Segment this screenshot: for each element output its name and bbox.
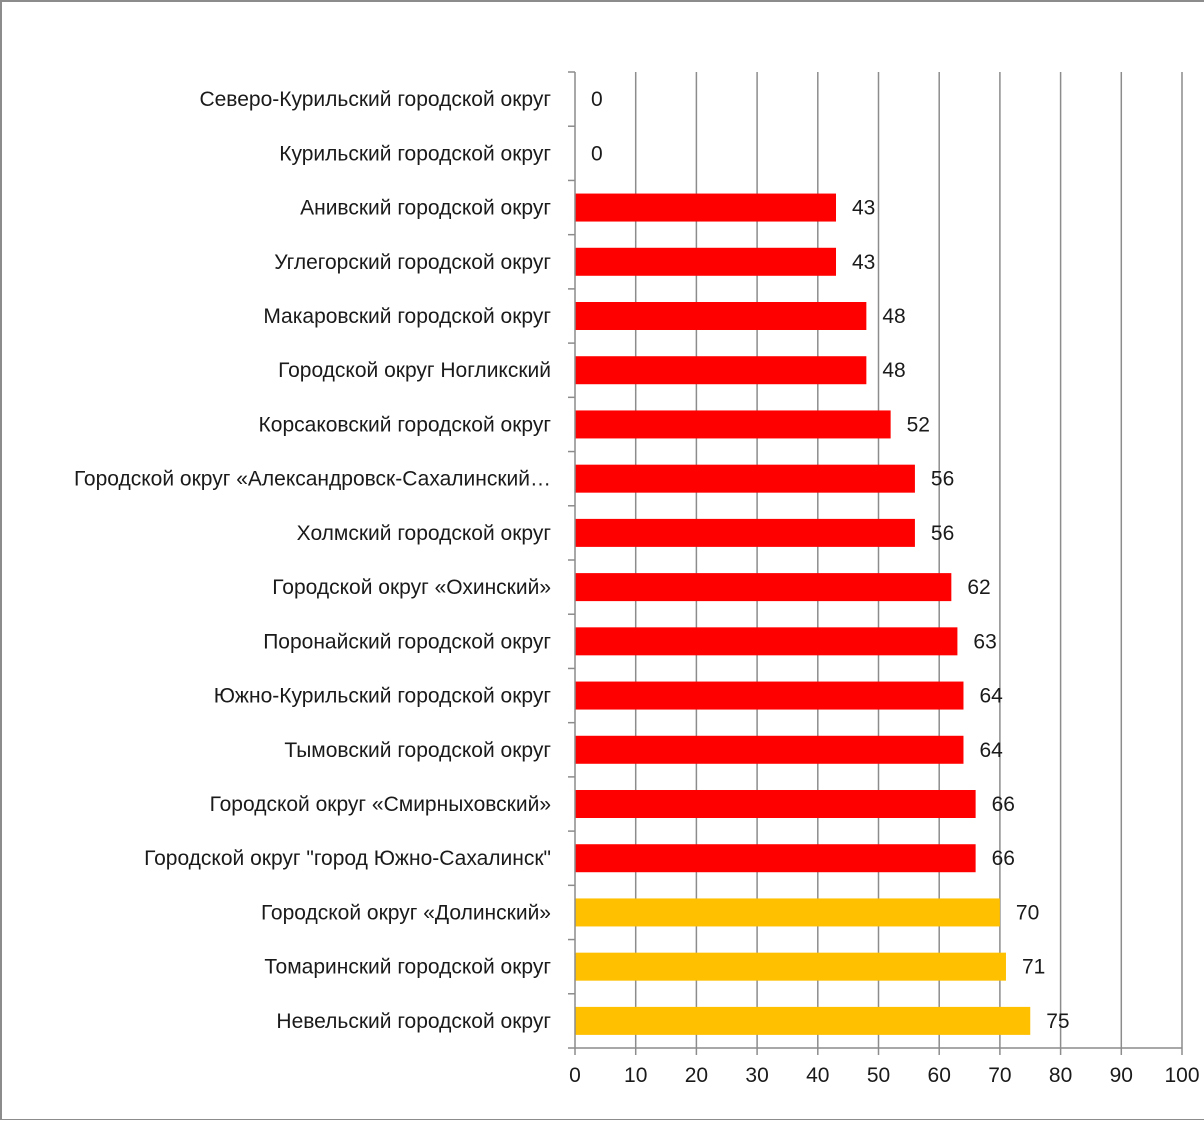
bar-13 bbox=[575, 790, 976, 818]
x-tick-label-40: 40 bbox=[806, 1064, 829, 1087]
data-label-0: 0 bbox=[591, 88, 603, 111]
category-label-4: Макаровский городской округ bbox=[263, 305, 551, 328]
data-label-3: 43 bbox=[852, 251, 875, 274]
category-label-13: Городской округ «Смирныховский» bbox=[210, 793, 551, 816]
data-label-14: 66 bbox=[992, 847, 1015, 870]
data-label-10: 63 bbox=[973, 630, 996, 653]
category-label-9: Городской округ «Охинский» bbox=[272, 576, 551, 599]
category-label-8: Холмский городской округ bbox=[297, 522, 552, 545]
x-tick-label-10: 10 bbox=[624, 1064, 647, 1087]
x-tick-label-60: 60 bbox=[928, 1064, 951, 1087]
category-label-5: Городской округ Ногликский bbox=[278, 359, 551, 382]
data-label-5: 48 bbox=[882, 359, 905, 382]
data-label-7: 56 bbox=[931, 468, 954, 491]
x-tick-label-0: 0 bbox=[569, 1064, 581, 1087]
x-tick-label-90: 90 bbox=[1110, 1064, 1133, 1087]
bar-8 bbox=[575, 518, 915, 547]
category-label-0: Северо-Курильский городской округ bbox=[199, 88, 551, 111]
data-label-9: 62 bbox=[967, 576, 990, 599]
bar-10 bbox=[575, 627, 958, 656]
data-label-15: 70 bbox=[1016, 901, 1039, 924]
category-label-12: Тымовский городской округ bbox=[284, 739, 551, 762]
category-label-15: Городской округ «Долинский» bbox=[261, 901, 551, 924]
data-label-11: 64 bbox=[979, 685, 1003, 708]
bar-4 bbox=[575, 302, 867, 330]
category-label-10: Поронайский городской округ bbox=[263, 630, 551, 653]
x-tick-label-80: 80 bbox=[1049, 1064, 1072, 1087]
bar-12 bbox=[575, 735, 964, 764]
bar-15 bbox=[575, 898, 1000, 927]
category-label-11: Южно-Курильский городской округ bbox=[214, 685, 552, 708]
bar-16 bbox=[575, 952, 1006, 981]
x-tick-label-50: 50 bbox=[867, 1064, 890, 1087]
bar-17 bbox=[575, 1006, 1031, 1035]
bar-6 bbox=[575, 410, 891, 439]
bar-14 bbox=[575, 844, 976, 873]
x-tick-label-30: 30 bbox=[745, 1064, 768, 1087]
data-label-17: 75 bbox=[1046, 1010, 1069, 1033]
bar-5 bbox=[575, 356, 867, 385]
data-label-2: 43 bbox=[852, 197, 875, 220]
category-label-17: Невельский городской округ bbox=[276, 1010, 551, 1033]
bar-7 bbox=[575, 464, 915, 493]
category-label-14: Городской округ "город Южно-Сахалинск" bbox=[144, 847, 551, 870]
x-tick-label-20: 20 bbox=[685, 1064, 708, 1087]
data-label-12: 64 bbox=[979, 739, 1003, 762]
bar-11 bbox=[575, 681, 964, 710]
category-label-6: Корсаковский городской округ bbox=[259, 413, 552, 436]
x-tick-label-70: 70 bbox=[988, 1064, 1011, 1087]
category-label-16: Томаринский городской округ bbox=[264, 956, 551, 979]
category-label-1: Курильский городской округ bbox=[279, 142, 551, 165]
data-label-16: 71 bbox=[1022, 956, 1045, 979]
data-label-1: 0 bbox=[591, 142, 603, 165]
data-label-8: 56 bbox=[931, 522, 954, 545]
data-label-13: 66 bbox=[992, 793, 1015, 816]
bar-2 bbox=[575, 193, 837, 222]
category-label-7: Городской округ «Александровск-Сахалинск… bbox=[74, 468, 551, 491]
data-label-6: 52 bbox=[907, 413, 930, 436]
category-label-3: Углегорский городской округ bbox=[274, 251, 551, 274]
x-tick-label-100: 100 bbox=[1164, 1064, 1199, 1087]
bar-9 bbox=[575, 573, 952, 602]
category-label-2: Анивский городской округ bbox=[300, 197, 551, 220]
data-label-4: 48 bbox=[882, 305, 905, 328]
bar-3 bbox=[575, 247, 837, 276]
